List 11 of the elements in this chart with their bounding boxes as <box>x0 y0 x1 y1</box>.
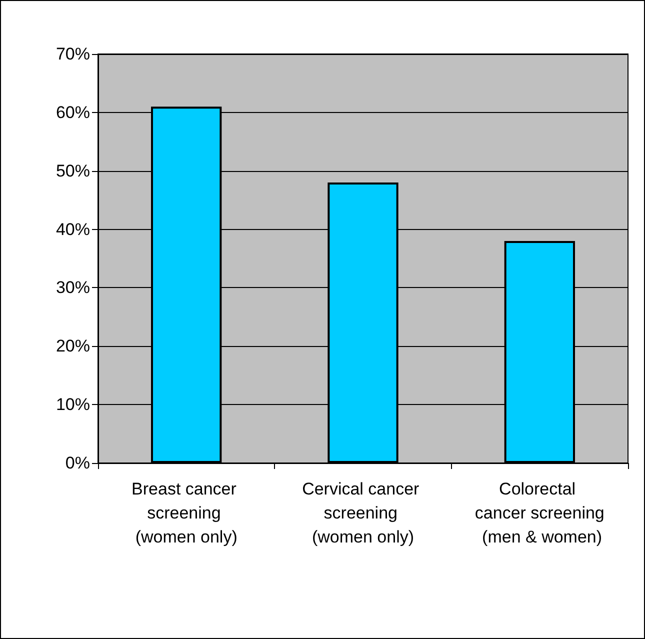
y-tick-label: 0% <box>65 454 90 472</box>
y-tick-label: 20% <box>56 336 90 356</box>
y-tick-label: 50% <box>56 161 90 180</box>
x-tick-label: Cervical cancer screening (women only) <box>302 480 424 546</box>
y-tick-label: 40% <box>56 220 90 239</box>
x-tick-label: Breast cancer screening (women only) <box>132 480 242 546</box>
y-tick-label: 30% <box>56 278 90 298</box>
y-tick-label: 60% <box>56 102 90 122</box>
x-tick-label: Colorectal cancer screening (men & women) <box>474 480 604 546</box>
y-tick-label: 10% <box>56 395 90 414</box>
y-tick-label: 70% <box>56 44 90 64</box>
